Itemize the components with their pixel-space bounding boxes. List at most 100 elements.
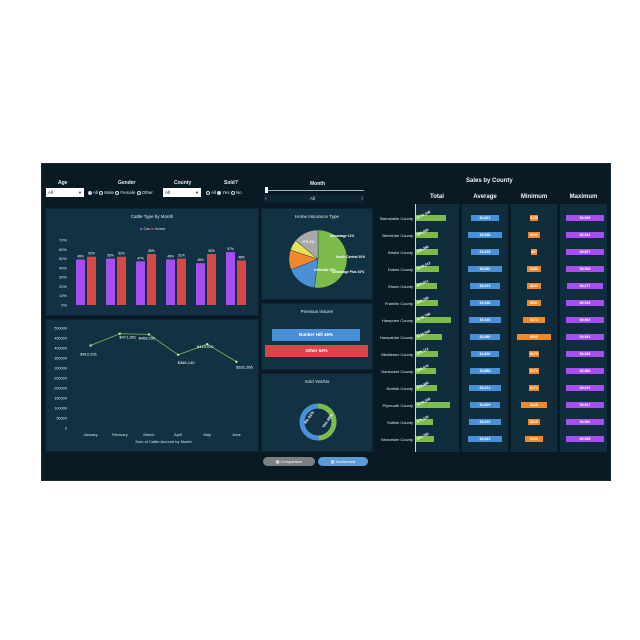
y-tick-label: 50000 [56,417,67,421]
county-name: Norfolk County [386,386,413,391]
y-tick-label: 450000 [54,337,67,341]
cell-value: $170 [530,369,538,373]
maximum-bar: $9,947 [566,402,604,408]
gender-option-male[interactable]: Male [99,190,114,195]
y-tick-label: 500000 [54,327,67,331]
cell-value: $5,560 [479,267,491,271]
other-insurer-label: Other 54% [305,348,328,353]
y-tick-label: 250000 [54,377,67,381]
cell-value: $4,980 [479,335,491,339]
minimum-bar: $241 [527,300,541,306]
total-bar: $81,750 [416,432,435,442]
maximum-bar: $9,897 [566,249,604,255]
minimum-bar: $170 [529,368,539,374]
month-slider-track[interactable] [266,190,364,191]
gender-option-female[interactable]: Female [115,190,135,195]
minimum-bar: $374 [523,317,545,323]
home-insurance-pie-chart: Advantage 11% South Central 10% Advantage … [288,229,365,289]
bar-car [76,259,85,305]
cell-value: $135 [530,216,538,220]
comparison-button[interactable]: ▦ Comparison [263,457,315,466]
y-tick-label: 60% [59,247,67,252]
bunker-hill-bar: Bunker Hill 46% [272,329,360,341]
county-label: County [174,180,192,186]
county-name: Nantucket County [381,369,413,374]
cell-value: $9,988 [579,369,591,373]
radio-icon [230,190,235,195]
cell-value: $97 [531,250,537,254]
y-tick-label: 200000 [54,387,67,391]
line-point [118,332,121,335]
line-value-label: $412,291 [80,352,97,357]
home-insurance-panel: Home Insurance Type Advantage 11% South C… [261,208,373,300]
cell-value: $4,888 [479,369,491,373]
county-name: Dukes County [387,267,413,272]
minimum-bar: $330 [524,436,544,442]
radio-icon [88,190,92,195]
chevron-down-icon: ▼ [195,190,199,195]
dashboard-button[interactable]: ▦ Dashboard [318,457,368,466]
y-tick-label: 300000 [54,367,67,371]
total-column [415,204,459,452]
bar-value-label: 47% [137,256,144,260]
bar-car [166,259,175,305]
sold-option-no[interactable]: No [230,190,242,195]
maximum-bar: $9,938 [566,351,604,357]
y-tick-label: 0 [65,427,67,431]
county-select-value: All [165,190,171,195]
sold-title: Sold Yes/No [304,379,330,384]
previous-insurer-title: Previous Insurer [300,309,334,314]
bar-car [106,258,115,305]
pie-slice-label: 17% 4% [302,240,314,244]
minimum-bar: $97 [531,249,537,255]
county-select[interactable]: All ▼ [163,188,201,197]
cell-value: $5,249 [479,420,491,424]
sold-donut-chart: No 51% Yes 49% [299,403,337,441]
home-insurance-title: Home Insurance Type [295,214,339,219]
cell-value: $5,221 [479,386,491,390]
pie-slice-label: Advantage 11% [330,234,354,238]
average-bar: $4,601 [470,215,500,221]
y-tick-label: 10% [59,293,67,298]
cell-value: $9,958 [579,437,591,441]
dashboard-icon: ▦ [330,459,335,464]
age-select[interactable]: All ▼ [46,188,84,197]
minimum-bar: $600 [517,334,551,340]
minimum-bar: $260 [526,266,542,272]
header-total: Total [430,194,444,200]
gender-option-other[interactable]: Other [136,190,153,195]
y-tick-label: 150000 [54,397,67,401]
month-slider-handle[interactable] [265,187,268,193]
gender-option-all[interactable]: All [88,190,98,195]
y-tick-label: 70% [59,238,67,243]
chevron-left-icon[interactable]: ‹ [265,196,267,202]
maximum-bar: $9,944 [566,334,604,340]
sold-option-yes[interactable]: Yes [217,190,230,195]
total-bar: $76,120 [416,415,433,425]
cell-value: $374 [530,318,538,322]
pie-slice-label: South Central 10% [336,255,365,259]
total-bar: $93,811 [416,279,437,289]
maximum-bar: $9,988 [566,368,604,374]
cattle-type-legend: ■ Car ■ Home [140,226,166,231]
chevron-right-icon[interactable]: › [361,196,363,202]
cell-value: $445 [530,403,538,407]
line-value-label: $468,039 [139,335,156,340]
bar-value-label: 55% [148,249,155,253]
line-point [176,353,180,356]
line-value-label: $331,266 [236,365,253,370]
sold-option-all[interactable]: All [206,190,216,195]
county-name: Hampshire County [379,335,413,340]
y-tick-label: 30% [59,275,67,280]
y-tick-label: 0% [61,303,67,308]
county-name: Hampden County [381,318,413,323]
cell-value: $9,980 [579,420,591,424]
bar-value-label: 55% [208,249,215,253]
county-name: Berkshire County [382,233,413,238]
bar-car [196,263,205,305]
cell-value: $4,601 [479,216,491,220]
radio-icon [99,190,104,195]
cell-value: $172 [530,386,538,390]
minimum-bar: $175 [529,351,539,357]
cell-value: $5,568 [479,233,491,237]
